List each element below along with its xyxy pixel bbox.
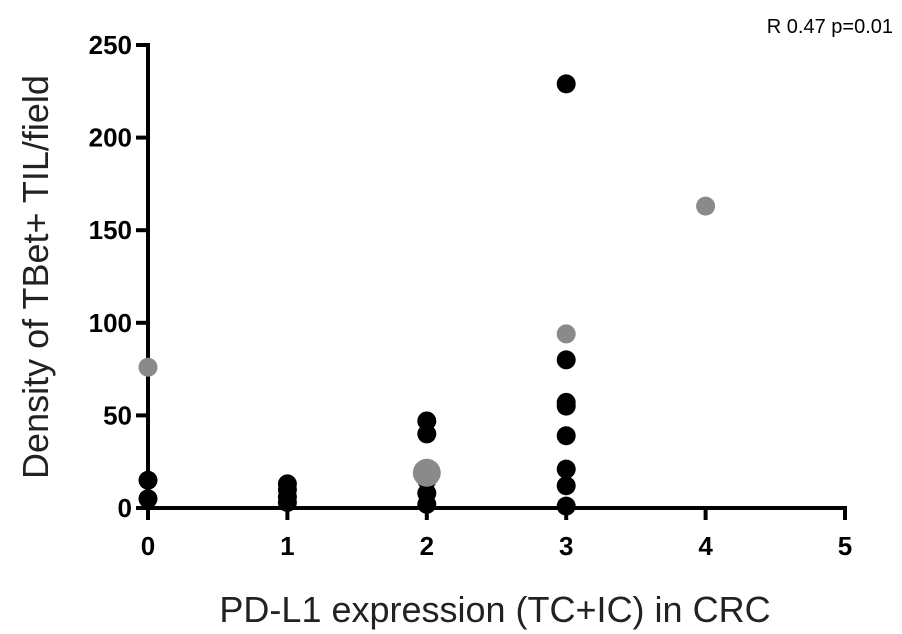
y-tick-label: 150 (89, 215, 132, 245)
x-tick-label: 0 (141, 531, 155, 561)
data-point-black (556, 350, 576, 370)
data-point-gray (412, 458, 441, 487)
data-point-black (556, 459, 576, 479)
data-point-black (556, 496, 576, 516)
x-tick-label: 2 (420, 531, 434, 561)
x-tick-label: 5 (838, 531, 852, 561)
data-point-black (556, 426, 576, 446)
data-points (138, 74, 716, 516)
data-point-gray (696, 196, 716, 216)
y-tick-label: 100 (89, 308, 132, 338)
data-point-black (417, 424, 437, 444)
data-point-black (277, 492, 297, 512)
data-point-gray (556, 324, 576, 344)
x-axis-title: PD-L1 expression (TC+IC) in CRC (219, 589, 770, 630)
x-tick-label: 4 (698, 531, 713, 561)
y-tick-label: 50 (103, 400, 132, 430)
y-tick-label: 250 (89, 30, 132, 60)
data-point-black (556, 74, 576, 94)
correlation-annotation: R 0.47 p=0.01 (767, 16, 893, 38)
data-point-black (556, 396, 576, 416)
data-point-black (138, 489, 158, 509)
data-point-black (556, 476, 576, 496)
x-tick-label: 1 (280, 531, 294, 561)
x-tick-label: 3 (559, 531, 573, 561)
data-point-black (417, 494, 437, 514)
data-point-black (138, 470, 158, 490)
y-tick-label: 0 (118, 493, 132, 523)
data-point-gray (138, 357, 158, 377)
y-tick-label: 200 (89, 123, 132, 153)
y-axis-title: Density of TBet+ TIL/field (15, 75, 56, 479)
